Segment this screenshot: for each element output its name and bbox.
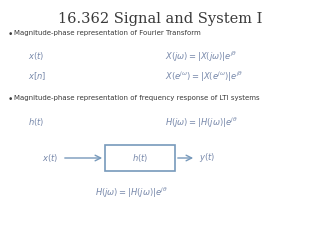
FancyBboxPatch shape bbox=[105, 145, 175, 171]
Text: $x[n]$: $x[n]$ bbox=[28, 70, 46, 82]
Text: $y(t)$: $y(t)$ bbox=[199, 151, 215, 164]
Text: $H(j\omega)=|H(j\omega)|e^{j\theta}$: $H(j\omega)=|H(j\omega)|e^{j\theta}$ bbox=[165, 116, 238, 130]
Text: $x(t)$: $x(t)$ bbox=[42, 152, 58, 164]
Text: $x(t)$: $x(t)$ bbox=[28, 50, 44, 62]
Text: $X(e^{j\omega})=|X(e^{j\omega})|e^{j\theta}$: $X(e^{j\omega})=|X(e^{j\omega})|e^{j\the… bbox=[165, 70, 243, 84]
Text: Magnitude-phase representation of frequency response of LTI systems: Magnitude-phase representation of freque… bbox=[14, 95, 260, 101]
Text: •: • bbox=[8, 30, 13, 39]
Text: $h(t)$: $h(t)$ bbox=[132, 152, 148, 164]
Text: $H(j\omega)=|H(j\omega)|e^{j\theta}$: $H(j\omega)=|H(j\omega)|e^{j\theta}$ bbox=[95, 186, 168, 200]
Text: •: • bbox=[8, 95, 13, 104]
Text: $h(t)$: $h(t)$ bbox=[28, 116, 44, 128]
Text: Magnitude-phase representation of Fourier Transform: Magnitude-phase representation of Fourie… bbox=[14, 30, 201, 36]
Text: $X(j\omega)=|X(j\omega)|e^{j\theta}$: $X(j\omega)=|X(j\omega)|e^{j\theta}$ bbox=[165, 50, 237, 64]
Text: 16.362 Signal and System I: 16.362 Signal and System I bbox=[58, 12, 262, 26]
